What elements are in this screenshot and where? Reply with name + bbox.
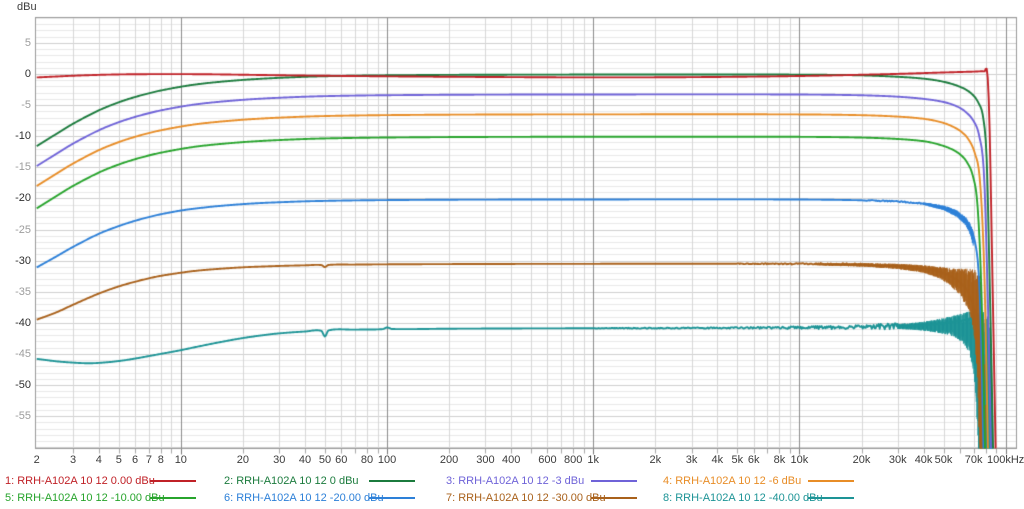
x-tick-label: 80 (360, 454, 374, 466)
x-tick-label: 300 (476, 454, 495, 466)
x-tick-label: 30k (888, 454, 907, 466)
legend-line-swatch (808, 480, 854, 482)
x-tick-label: 1k (587, 454, 600, 466)
legend-entry-6: 6: RRH-A102A 10 12 -20.00 dBu (224, 491, 415, 505)
legend-label: 4: RRH-A102A 10 12 -6 dBu (663, 474, 802, 487)
legend-line-swatch (591, 497, 637, 499)
y-tick-label: -35 (15, 285, 31, 298)
x-tick-label: 400 (501, 454, 521, 466)
legend-label: 1: RRH-A102A 10 12 0.00 dBu (5, 474, 155, 487)
legend-entry-2: 2: RRH-A102A 10 12 0 dBu (224, 474, 415, 488)
legend-line-swatch (369, 497, 415, 499)
x-tick-label: 30 (273, 454, 286, 466)
x-tick-label: 40 (298, 454, 312, 466)
y-tick-label: 0 (24, 68, 31, 80)
y-tick-label: 5 (24, 36, 31, 49)
legend-line-swatch (150, 480, 196, 482)
y-tick-label: -5 (21, 99, 31, 112)
y-tick-label: -20 (15, 192, 31, 205)
x-tick-label: 3k (685, 454, 698, 466)
x-tick-label: 8 (157, 454, 164, 466)
x-tick-label: 20k (852, 454, 871, 466)
y-tick-label: -45 (15, 347, 31, 360)
legend-label: 8: RRH-A102A 10 12 -40.00 dBu (663, 491, 823, 504)
legend-line-swatch (369, 480, 415, 482)
x-tick-label: 4 (95, 454, 102, 466)
y-tick-label: -40 (15, 316, 31, 329)
legend-entry-5: 5: RRH-A102A 10 12 -10.00 dBu (5, 491, 196, 505)
legend-label: 3: RRH-A102A 10 12 -3 dBu (446, 474, 585, 487)
x-tick-label: 60 (335, 454, 348, 466)
legend-entry-7: 7: RRH-A102A 10 12 -30.00 dBu (446, 491, 637, 505)
legend-line-swatch (808, 497, 854, 499)
x-tick-label: 8k (773, 454, 786, 466)
legend-label: 5: RRH-A102A 10 12 -10.00 dBu (5, 491, 165, 504)
x-tick-label: 800 (564, 454, 583, 466)
x-tick-label: 20 (236, 454, 250, 466)
x-tick-label: 2 (33, 454, 40, 466)
x-tick-label: 7 (145, 454, 152, 466)
x-tick-label: 50k (934, 454, 953, 466)
y-tick-label: -30 (15, 254, 31, 267)
legend-entry-3: 3: RRH-A102A 10 12 -3 dBu (446, 474, 637, 488)
x-tick-label: 2k (649, 454, 662, 466)
x-tick-label: 100kHz (986, 454, 1024, 466)
legend-line-swatch (150, 497, 196, 499)
legend-label: 2: RRH-A102A 10 12 0 dBu (224, 474, 359, 487)
x-tick-label: 10k (790, 454, 809, 466)
x-tick-label: 40k (914, 454, 933, 466)
x-tick-label: 50 (318, 454, 332, 466)
legend-entry-8: 8: RRH-A102A 10 12 -40.00 dBu (663, 491, 854, 505)
legend-entry-1: 1: RRH-A102A 10 12 0.00 dBu (5, 474, 196, 488)
x-tick-label: 6 (132, 454, 139, 466)
x-tick-label: 10 (174, 454, 187, 466)
legend-label: 6: RRH-A102A 10 12 -20.00 dBu (224, 491, 384, 504)
y-tick-label: -25 (15, 223, 31, 236)
y-axis-unit-label: dBu (17, 1, 37, 13)
x-tick-label: 5k (731, 454, 744, 466)
x-tick-label: 100 (377, 454, 397, 466)
legend-label: 7: RRH-A102A 10 12 -30.00 dBu (446, 491, 606, 504)
x-tick-label: 5 (115, 454, 122, 466)
y-tick-label: -55 (15, 410, 31, 423)
x-tick-label: 3 (69, 454, 77, 466)
x-tick-label: 200 (439, 454, 459, 466)
legend-line-swatch (591, 480, 637, 482)
y-tick-label: -10 (15, 130, 31, 143)
x-tick-label: 600 (538, 454, 557, 466)
x-tick-label: 70k (964, 454, 983, 466)
x-tick-label: 6k (747, 454, 760, 466)
y-tick-label: -50 (15, 379, 31, 391)
y-tick-label: -15 (15, 161, 31, 174)
x-tick-label: 4k (711, 454, 724, 466)
legend-entry-4: 4: RRH-A102A 10 12 -6 dBu (663, 474, 854, 488)
